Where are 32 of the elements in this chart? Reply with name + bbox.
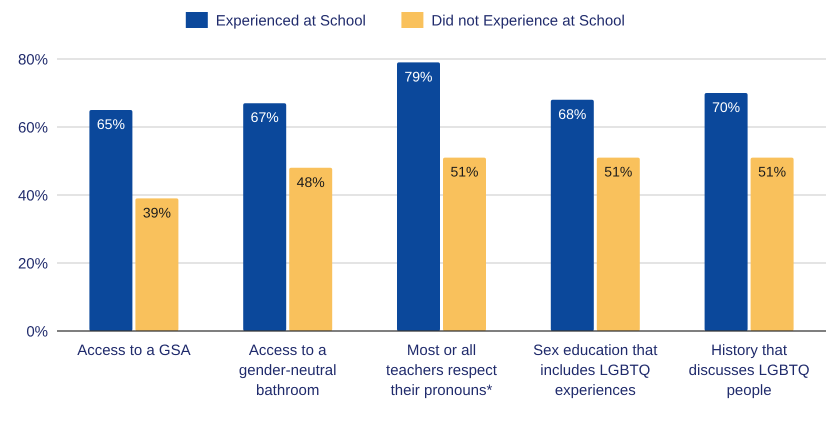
data-label: 39%	[142, 204, 171, 220]
bar	[135, 198, 178, 331]
x-tick-label: Access to a GSA	[77, 342, 191, 359]
y-tick-label: 80%	[18, 51, 48, 68]
data-label: 67%	[250, 109, 279, 126]
data-label: 68%	[558, 106, 586, 122]
y-tick-label: 0%	[26, 323, 48, 340]
data-label: 70%	[712, 99, 740, 115]
data-label: 51%	[450, 164, 479, 180]
bar	[289, 168, 332, 331]
x-tick-label: Most or all teachers respect their pronouns*	[386, 342, 498, 399]
bar	[704, 93, 748, 331]
x-tick-label: History that discusses LGBTQ people	[688, 342, 810, 399]
y-tick-label: 20%	[18, 255, 48, 272]
bar	[550, 100, 594, 331]
data-label: 65%	[96, 116, 125, 132]
x-tick-label: Access to a gender-neutral bathroom	[238, 342, 336, 399]
legend-label: Experienced at School	[216, 12, 366, 30]
bar	[443, 158, 486, 331]
bar	[89, 110, 132, 331]
x-tick-label: Sex education that includes LGBTQ experiences	[533, 342, 658, 399]
data-label: 79%	[404, 68, 433, 84]
y-tick-label: 60%	[18, 119, 48, 136]
legend-label: Did not Experience at School	[431, 12, 625, 30]
bar	[397, 62, 440, 331]
bar	[243, 103, 286, 331]
bar	[596, 158, 640, 331]
y-tick-label: 40%	[18, 187, 48, 204]
data-label: 51%	[758, 164, 786, 180]
data-label: 48%	[296, 174, 325, 190]
data-label: 51%	[604, 164, 632, 180]
bar	[750, 158, 794, 331]
